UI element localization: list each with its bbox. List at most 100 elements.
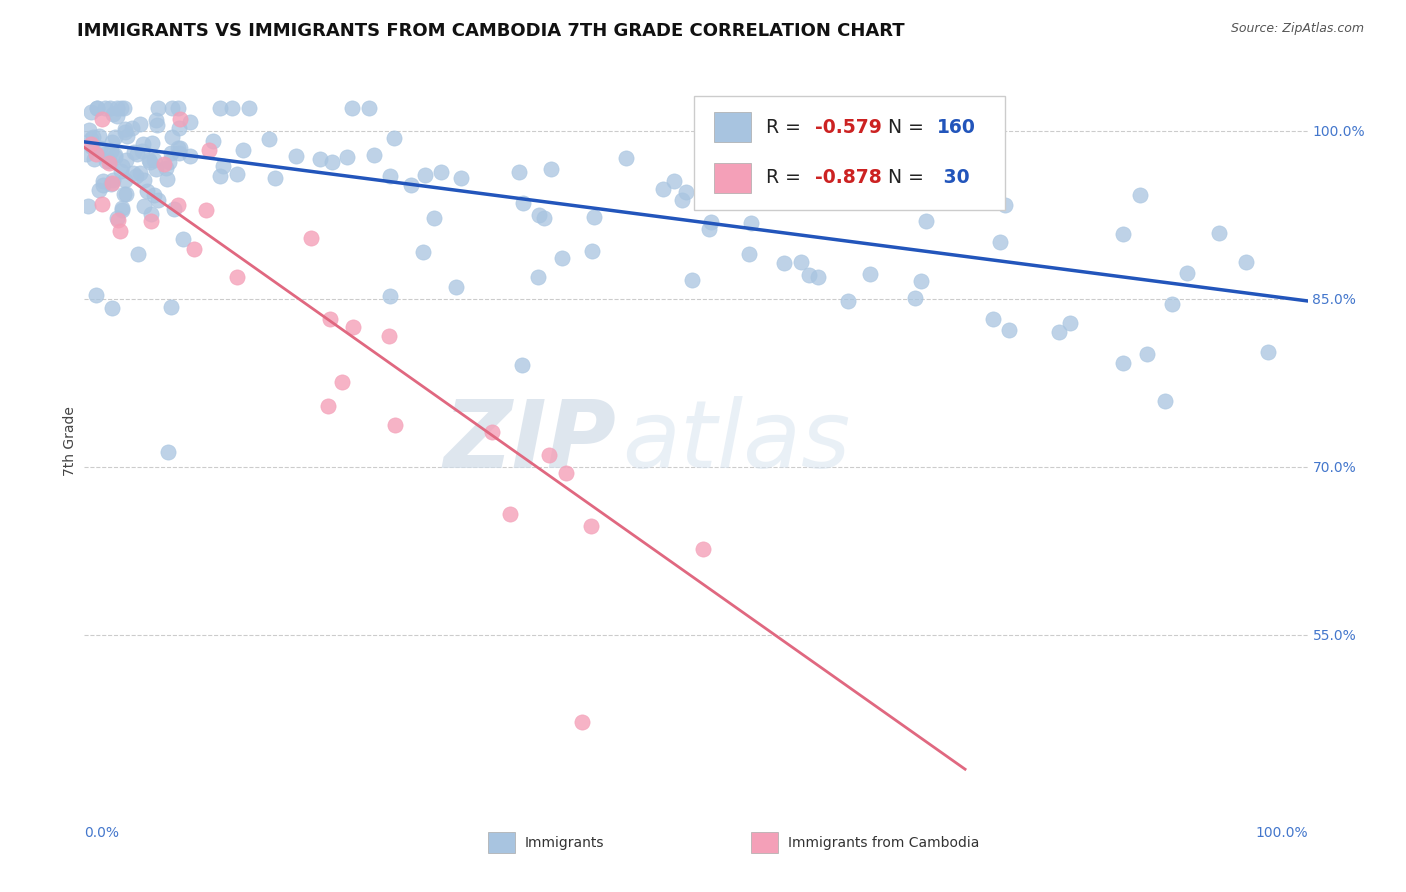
Point bbox=[129, 117, 152, 131]
Point bbox=[1257, 344, 1279, 359]
Text: R =: R = bbox=[766, 118, 807, 136]
Point bbox=[700, 215, 723, 229]
Point bbox=[167, 121, 190, 136]
Point bbox=[94, 153, 117, 168]
Point bbox=[201, 134, 224, 148]
Point bbox=[1136, 347, 1159, 361]
Point bbox=[94, 146, 117, 161]
Point bbox=[98, 153, 121, 168]
Point bbox=[914, 214, 936, 228]
Point bbox=[104, 147, 127, 161]
Bar bbox=[714, 112, 751, 143]
Point bbox=[146, 194, 169, 208]
Point bbox=[159, 300, 181, 314]
Point bbox=[105, 101, 128, 115]
Text: Immigrants: Immigrants bbox=[524, 836, 605, 849]
Point bbox=[1129, 188, 1152, 202]
Point bbox=[790, 255, 813, 269]
Point bbox=[859, 267, 882, 281]
Text: R =: R = bbox=[766, 169, 807, 187]
Point bbox=[160, 129, 183, 144]
Point bbox=[139, 207, 162, 221]
Point bbox=[285, 149, 308, 163]
Point bbox=[125, 146, 148, 161]
Text: Immigrants from Cambodia: Immigrants from Cambodia bbox=[787, 836, 979, 849]
Text: -0.579: -0.579 bbox=[814, 118, 882, 136]
Point bbox=[179, 149, 201, 163]
Point bbox=[166, 101, 188, 115]
Point bbox=[124, 169, 146, 183]
Point bbox=[377, 329, 399, 343]
Point bbox=[142, 153, 165, 167]
Point bbox=[160, 101, 183, 115]
Point bbox=[1059, 316, 1081, 330]
Point bbox=[651, 181, 673, 195]
Point bbox=[308, 153, 330, 167]
Point bbox=[527, 208, 550, 222]
Point bbox=[76, 199, 98, 213]
Point bbox=[988, 235, 1011, 250]
Point bbox=[382, 130, 405, 145]
Point bbox=[104, 130, 127, 145]
Text: 0.0%: 0.0% bbox=[84, 826, 120, 840]
Point bbox=[153, 157, 176, 171]
Point bbox=[183, 242, 205, 256]
Point bbox=[114, 173, 136, 187]
Point bbox=[671, 193, 693, 207]
Point bbox=[101, 107, 124, 121]
Point bbox=[132, 199, 155, 213]
Point bbox=[104, 150, 127, 164]
Text: N =: N = bbox=[889, 169, 929, 187]
Point bbox=[740, 217, 762, 231]
Point bbox=[114, 122, 136, 136]
Point bbox=[363, 147, 385, 161]
Point bbox=[316, 399, 339, 413]
Text: 160: 160 bbox=[936, 118, 976, 136]
Text: -0.878: -0.878 bbox=[814, 169, 882, 187]
Point bbox=[359, 101, 381, 115]
Point bbox=[163, 202, 186, 216]
Bar bbox=[751, 832, 778, 853]
Point bbox=[82, 129, 104, 144]
Point bbox=[80, 132, 103, 146]
Point bbox=[169, 141, 191, 155]
Point bbox=[1112, 356, 1135, 370]
Point bbox=[773, 256, 796, 270]
Point bbox=[101, 135, 124, 149]
Point bbox=[86, 101, 108, 115]
Point bbox=[263, 170, 285, 185]
Point bbox=[121, 166, 143, 180]
Point bbox=[112, 101, 135, 115]
Point bbox=[499, 507, 522, 521]
Point bbox=[77, 122, 100, 136]
Point bbox=[155, 161, 177, 175]
Point bbox=[208, 101, 231, 115]
Y-axis label: 7th Grade: 7th Grade bbox=[63, 407, 77, 476]
Point bbox=[141, 214, 163, 228]
Point bbox=[138, 153, 160, 167]
Point bbox=[540, 162, 562, 177]
Point bbox=[145, 161, 167, 176]
Point bbox=[1161, 297, 1184, 311]
Bar bbox=[488, 832, 515, 853]
Point bbox=[681, 273, 703, 287]
Point bbox=[614, 151, 637, 165]
Point bbox=[100, 177, 122, 191]
Point bbox=[340, 101, 363, 115]
Point bbox=[319, 312, 342, 326]
Point bbox=[380, 169, 402, 183]
Point bbox=[148, 101, 170, 115]
Point bbox=[121, 120, 143, 135]
Point bbox=[1234, 254, 1257, 268]
Point bbox=[124, 145, 146, 159]
Point bbox=[107, 213, 129, 227]
Text: IMMIGRANTS VS IMMIGRANTS FROM CAMBODIA 7TH GRADE CORRELATION CHART: IMMIGRANTS VS IMMIGRANTS FROM CAMBODIA 7… bbox=[77, 22, 905, 40]
Point bbox=[257, 132, 280, 146]
Point bbox=[221, 101, 243, 115]
Point bbox=[91, 174, 114, 188]
Point bbox=[481, 425, 503, 439]
Point bbox=[571, 715, 593, 730]
Point bbox=[904, 291, 927, 305]
Point bbox=[93, 178, 115, 192]
Point bbox=[450, 171, 472, 186]
